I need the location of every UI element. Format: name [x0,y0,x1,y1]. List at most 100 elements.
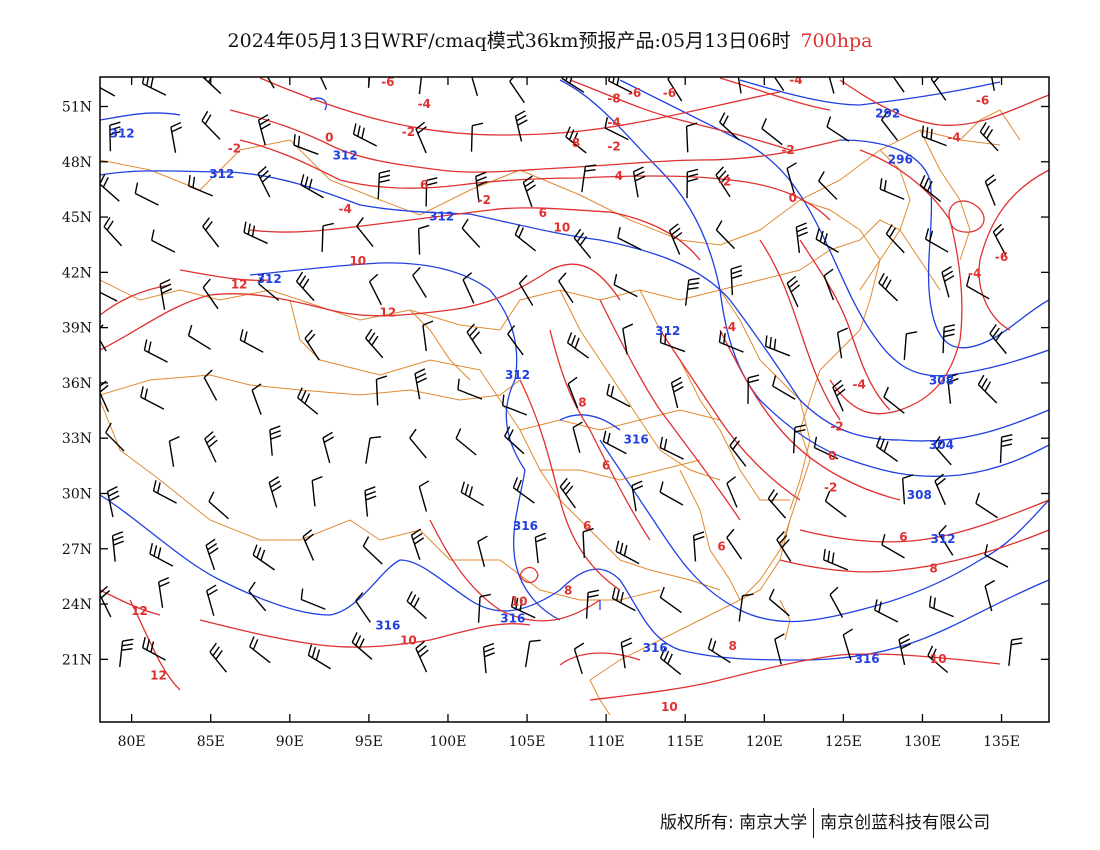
temperature-label: 0 [828,449,836,463]
wind-barb [875,435,899,463]
border-lines [100,109,1021,716]
geopotential-label: 292 [875,106,900,120]
border-line [679,469,791,601]
lat-label: 51N [62,99,92,115]
wind-barb [928,595,954,618]
geopotential-label: 296 [888,152,913,166]
wind-barb [747,374,760,404]
wind-barb [620,637,633,669]
geopotential-label: 308 [907,488,932,502]
wind-barb [239,329,264,353]
border-line [409,309,471,381]
geopotential-label: 312 [209,167,234,181]
wind-barb [659,331,686,353]
temperature-label: -4 [418,97,431,111]
wind-barb [466,323,482,355]
wind-barb [295,271,315,302]
lon-label: 115E [667,734,704,750]
wind-barb [921,125,947,147]
wind-barb [209,642,227,673]
copyright-footer: 版权所有: 南京大学 南京创蓝科技有限公司 [660,808,990,838]
wind-barb [573,228,592,259]
wind-barb [611,587,636,612]
wind-barb [901,474,914,505]
wind-barb [989,324,1007,355]
temperature-contour [239,139,831,221]
wind-barb [615,540,640,565]
lat-label: 39N [62,321,92,337]
axes: 80E 85E 90E 95E 100E 105E 110E 115E 120E 125E 130E… [62,77,1049,750]
border-line [859,149,911,291]
lon-label: 125E [825,734,862,750]
wind-barb [461,218,481,248]
wind-barb [141,77,167,96]
temperature-contour [229,109,841,173]
wind-barb [822,548,848,571]
wind-barb [522,175,536,208]
temperature-label: 6 [583,519,591,533]
border-line [540,459,701,481]
geopotential-label: 304 [929,438,954,452]
temperature-contour [799,499,1049,543]
wind-barb [919,174,942,203]
wind-barb [686,168,699,199]
wind-barb [602,430,627,455]
wind-barb [617,226,642,251]
lat-label: 21N [62,652,92,668]
wind-barb [631,480,644,512]
wind-barb [934,473,947,506]
geopotential-label: 308 [929,374,954,388]
wind-barb [100,86,116,97]
temperature-contour [429,519,601,622]
wind-barb [364,486,377,517]
height-contour [839,139,1049,349]
wind-barbs [100,77,1023,675]
wind-barb [930,77,947,101]
wind-barb [304,329,320,361]
wind-barb [100,291,118,302]
wind-barb [582,527,594,558]
temperature-contour [948,200,985,233]
wind-barb [815,228,839,253]
wind-barb [670,376,684,409]
temperature-contour [519,566,539,584]
wind-barb [761,118,783,146]
wind-barb [368,273,382,306]
wind-barb [100,173,120,202]
wind-barb [106,485,120,518]
geopotential-label: 312 [110,127,135,141]
wind-barb [504,426,525,455]
height-contour [512,469,561,621]
wind-barb [773,77,785,91]
title-level: 700hpa [800,30,873,52]
wind-barb [243,221,268,245]
wind-barb [204,431,218,463]
wind-barb [874,599,899,623]
wind-barb [813,436,839,460]
footer-divider [813,808,815,838]
title-main: 2024年05月13日WRF/cmaq模式36km预报产品:05月13日06时 [227,30,791,52]
height-contour [559,568,1049,661]
wind-barb [351,632,373,660]
wind-barb [795,222,808,253]
lon-label: 90E [276,734,304,750]
height-contour [309,97,327,111]
temperature-label: -6 [628,86,641,100]
wind-barb [818,171,838,200]
wind-barb [409,428,427,459]
wind-barb [134,182,159,206]
wind-barb [984,579,996,612]
wind-barb [470,122,484,152]
wind-barb [149,543,174,567]
map-title: 2024年05月13日WRF/cmaq模式36km预报产品:05月13日06时 7… [0,26,1100,53]
temperature-contour [799,239,891,411]
border-line [289,299,481,376]
wind-barb [418,77,423,95]
wind-barb [836,327,848,359]
geopotential-label: 316 [500,611,525,625]
temperature-label: -2 [781,143,794,157]
wind-barb [293,134,319,155]
wind-barb [768,588,790,617]
copyright-right: 南京创蓝科技有限公司 [820,813,991,833]
temperature-label: 8 [572,136,580,150]
